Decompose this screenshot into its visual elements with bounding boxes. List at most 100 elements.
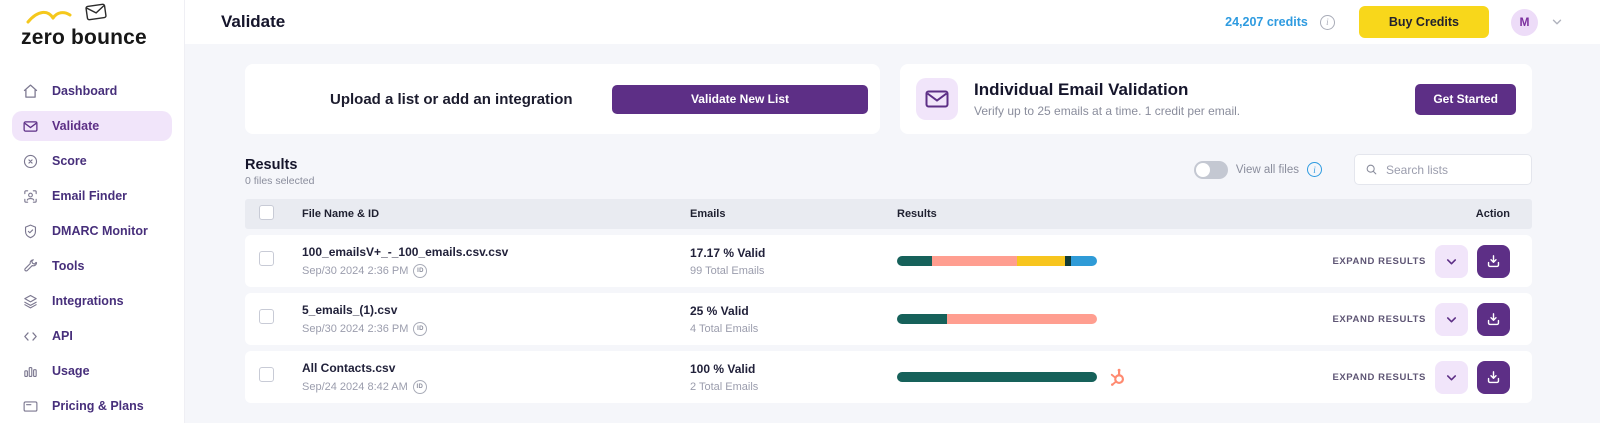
upload-card: Upload a list or add an integration Vali… — [245, 64, 880, 134]
upload-card-text: Upload a list or add an integration — [330, 90, 573, 108]
file-date: Sep/30 2024 2:36 PM — [302, 264, 409, 277]
email-finder-icon — [22, 188, 39, 205]
sidebar-item-label: Dashboard — [52, 84, 118, 98]
account-chevron-down-icon[interactable] — [1550, 15, 1564, 29]
credits-count[interactable]: 24,207 credits — [1225, 15, 1308, 29]
sidebar-item-dmarc-monitor[interactable]: DMARC Monitor — [12, 216, 172, 246]
valid-percent: 25 % Valid — [690, 303, 749, 318]
bar-segment-invalid — [947, 314, 1097, 324]
get-started-button[interactable]: Get Started — [1415, 83, 1516, 115]
row-checkbox[interactable] — [259, 367, 274, 382]
sidebar-item-label: API — [52, 329, 73, 343]
pricing-icon — [22, 398, 39, 415]
sidebar-item-email-finder[interactable]: Email Finder — [12, 181, 172, 211]
hubspot-icon — [1107, 367, 1127, 387]
envelope-logo-icon — [85, 3, 107, 21]
sidebar-item-integrations[interactable]: Integrations — [12, 286, 172, 316]
main: Validate 24,207 credits i Buy Credits M … — [185, 0, 1600, 423]
sidebar-item-tools[interactable]: Tools — [12, 251, 172, 281]
sidebar-item-label: Email Finder — [52, 189, 128, 203]
sidebar-item-label: DMARC Monitor — [52, 224, 148, 238]
file-date: Sep/24 2024 8:42 AM — [302, 380, 408, 393]
row-checkbox[interactable] — [259, 251, 274, 266]
chevron-down-button[interactable] — [1435, 360, 1468, 394]
total-emails: 99 Total Emails — [690, 264, 765, 277]
bar-segment-catch-all — [1017, 256, 1065, 266]
sidebar-item-label: Integrations — [52, 294, 124, 308]
sidebar-item-validate[interactable]: Validate — [12, 111, 172, 141]
sidebar-item-score[interactable]: Score — [12, 146, 172, 176]
page-title: Validate — [221, 12, 286, 31]
view-all-info-icon[interactable]: i — [1307, 162, 1322, 177]
bar-segment-valid — [897, 372, 1097, 382]
chevron-down-button[interactable] — [1435, 244, 1468, 278]
id-badge-icon[interactable]: ID — [412, 379, 427, 394]
avatar[interactable]: M — [1511, 8, 1538, 36]
table-row: 5_emails_(1).csv Sep/30 2024 2:36 PM ID 25 … — [245, 293, 1532, 345]
validate-new-list-button[interactable]: Validate New List — [612, 84, 868, 114]
search-lists-box — [1354, 154, 1532, 185]
swoosh-icon — [26, 11, 72, 24]
sidebar-item-label: Pricing & Plans — [52, 399, 144, 413]
column-emails: Emails — [690, 208, 726, 220]
expand-results-button[interactable]: EXPAND RESULTS — [1332, 371, 1426, 383]
bar-segment-valid — [897, 314, 947, 324]
file-name[interactable]: 100_emailsV+_-_100_emails.csv.csv — [302, 244, 509, 259]
sidebar-item-label: Usage — [52, 364, 90, 378]
expand-results-button[interactable]: EXPAND RESULTS — [1332, 313, 1426, 325]
sidebar-item-pricing-plans[interactable]: Pricing & Plans — [12, 391, 172, 421]
download-button[interactable] — [1477, 302, 1510, 336]
view-all-files-toggle[interactable] — [1193, 160, 1228, 179]
buy-credits-button[interactable]: Buy Credits — [1358, 6, 1489, 38]
sidebar-nav: Dashboard Validate Score Email Finder DMARC … — [0, 58, 184, 421]
file-name[interactable]: All Contacts.csv — [302, 360, 396, 375]
envelope-icon — [22, 118, 39, 135]
brand-logo[interactable]: zero bounce — [0, 0, 184, 58]
results-bar — [897, 256, 1097, 266]
download-button[interactable] — [1477, 244, 1510, 278]
id-badge-icon[interactable]: ID — [413, 263, 428, 278]
bar-segment-do-not-mail — [1065, 256, 1071, 266]
bar-segment-invalid — [932, 256, 1017, 266]
column-results: Results — [897, 208, 937, 220]
view-all-files-label: View all files — [1235, 163, 1299, 176]
topbar: Validate 24,207 credits i Buy Credits M — [185, 0, 1600, 44]
individual-validation-card: Individual Email Validation Verify up to… — [900, 64, 1532, 134]
brand-name: zero bounce — [21, 26, 147, 49]
sidebar-item-usage[interactable]: Usage — [12, 356, 172, 386]
sidebar-item-api[interactable]: API — [12, 321, 172, 351]
id-badge-icon[interactable]: ID — [413, 321, 428, 336]
select-all-checkbox[interactable] — [259, 205, 274, 220]
expand-results-button[interactable]: EXPAND RESULTS — [1332, 255, 1426, 267]
home-icon — [22, 83, 39, 100]
bar-segment-valid — [897, 256, 932, 266]
table-header: File Name & ID Emails Results Action — [245, 199, 1532, 229]
search-icon — [1366, 164, 1377, 175]
bar-segment-unknown — [1071, 256, 1097, 266]
row-checkbox[interactable] — [259, 309, 274, 324]
results-bar — [897, 372, 1097, 382]
credits-info-icon[interactable]: i — [1319, 14, 1335, 30]
usage-icon — [22, 363, 39, 380]
sidebar-item-label: Validate — [52, 119, 100, 133]
code-icon — [22, 328, 39, 345]
column-action: Action — [1475, 208, 1510, 220]
total-emails: 4 Total Emails — [690, 322, 759, 335]
file-name[interactable]: 5_emails_(1).csv — [302, 302, 398, 317]
column-file-name: File Name & ID — [302, 208, 380, 220]
download-button[interactable] — [1477, 360, 1510, 394]
content: Upload a list or add an integration Vali… — [185, 44, 1600, 423]
file-date: Sep/30 2024 2:36 PM — [302, 322, 409, 335]
results-bar — [897, 314, 1097, 324]
score-icon — [22, 153, 39, 170]
sidebar-item-dashboard[interactable]: Dashboard — [12, 76, 172, 106]
search-lists-input[interactable] — [1385, 162, 1521, 177]
individual-validation-subtitle: Verify up to 25 emails at a time. 1 cred… — [974, 104, 1241, 118]
total-emails: 2 Total Emails — [690, 380, 759, 393]
table-row: 100_emailsV+_-_100_emails.csv.csv Sep/30 … — [245, 235, 1532, 287]
envelope-icon — [916, 78, 958, 120]
tools-icon — [22, 258, 39, 275]
chevron-down-button[interactable] — [1435, 302, 1468, 336]
shield-check-icon — [22, 223, 39, 240]
